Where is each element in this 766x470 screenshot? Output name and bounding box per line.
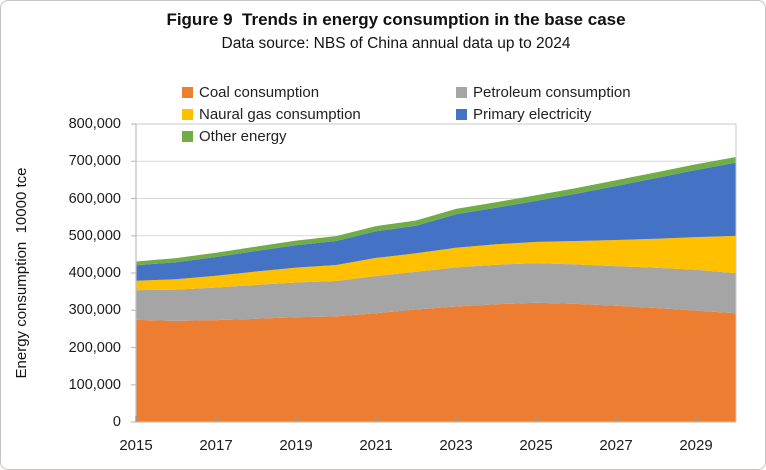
y-tick-label: 700,000 bbox=[68, 153, 121, 169]
legend-label: Petroleum consumption bbox=[473, 83, 631, 101]
y-tick-label: 600,000 bbox=[68, 191, 121, 207]
y-tick-label: 200,000 bbox=[68, 340, 121, 356]
x-tick-label: 2029 bbox=[679, 437, 713, 454]
other-energy-swatch-icon bbox=[182, 131, 193, 143]
legend-label: Other energy bbox=[199, 128, 287, 146]
coal-swatch-icon bbox=[182, 86, 193, 98]
legend-item-other-energy: Other energy bbox=[182, 126, 456, 148]
y-tick-label: 300,000 bbox=[68, 302, 121, 318]
x-tick-label: 2021 bbox=[359, 437, 393, 454]
y-tick-label: 100,000 bbox=[68, 377, 121, 393]
x-tick-label: 2027 bbox=[599, 437, 633, 454]
figure-title: Figure 9 Trends in energy consumption in… bbox=[166, 10, 626, 29]
y-tick-label: 500,000 bbox=[68, 228, 121, 244]
x-tick-marks bbox=[135, 416, 697, 422]
legend-label: Naural gas consumption bbox=[199, 106, 361, 124]
x-tick-label: 2025 bbox=[519, 437, 553, 454]
y-tick-marks bbox=[131, 123, 136, 423]
x-tick-label: 2019 bbox=[279, 437, 313, 454]
legend-item-natural-gas: Naural gas consumption bbox=[182, 103, 456, 125]
legend-label: Coal consumption bbox=[199, 83, 320, 101]
x-tick-label: 2023 bbox=[439, 437, 473, 454]
legend-item-petroleum: Petroleum consumption bbox=[456, 81, 748, 103]
primary-electricity-swatch-icon bbox=[456, 109, 467, 121]
y-tick-label: 0 bbox=[112, 414, 121, 430]
area-series bbox=[136, 157, 736, 422]
legend-item-primary-electricity: Primary electricity bbox=[456, 103, 748, 125]
y-tick-label: 800,000 bbox=[68, 116, 121, 132]
chart-legend: Coal consumption Petroleum consumption N… bbox=[182, 81, 748, 148]
petroleum-swatch-icon bbox=[456, 86, 467, 98]
x-tick-label: 2017 bbox=[199, 437, 233, 454]
legend-item-coal: Coal consumption bbox=[182, 81, 456, 103]
y-tick-label: 400,000 bbox=[68, 265, 121, 281]
x-tick-label: 2015 bbox=[119, 437, 153, 454]
legend-label: Primary electricity bbox=[473, 106, 592, 124]
natural-gas-swatch-icon bbox=[182, 109, 193, 121]
figure-subtitle: Data source: NBS of China annual data up… bbox=[221, 35, 571, 52]
